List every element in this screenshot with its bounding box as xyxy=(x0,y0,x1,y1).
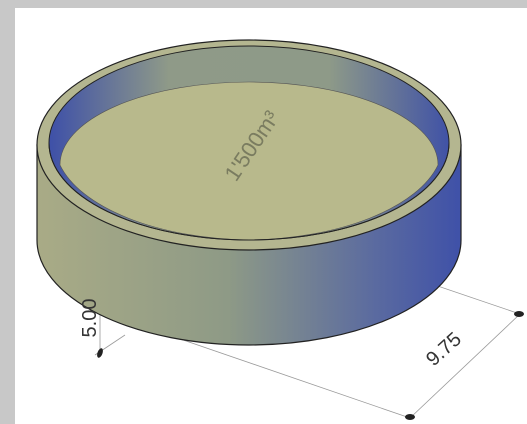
height-label: 5.00 xyxy=(79,299,101,338)
top-border xyxy=(0,0,527,8)
left-border xyxy=(0,0,15,424)
tank-floor xyxy=(59,81,439,241)
rim-edge xyxy=(48,142,450,241)
